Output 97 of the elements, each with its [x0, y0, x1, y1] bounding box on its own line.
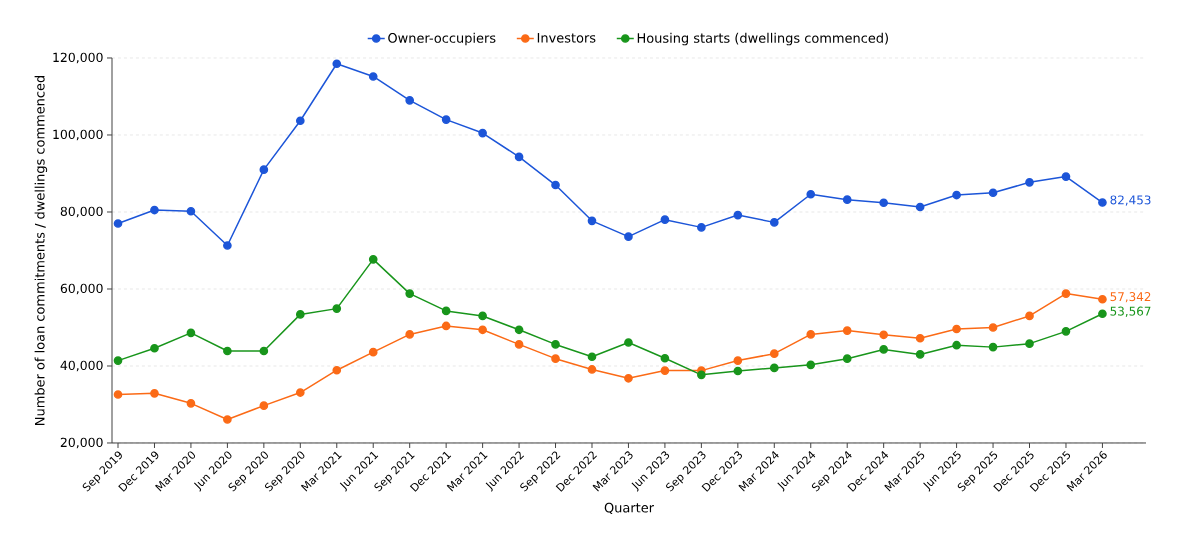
point — [332, 59, 342, 69]
point — [551, 180, 560, 190]
point — [806, 330, 816, 339]
point — [405, 330, 415, 339]
point — [697, 370, 706, 380]
y-tick-label: 80,000 — [60, 206, 103, 218]
point — [1025, 311, 1034, 321]
point — [514, 340, 524, 349]
point — [733, 210, 743, 220]
point — [1098, 294, 1107, 304]
y-tick-label: 100,000 — [53, 129, 103, 141]
point — [332, 365, 342, 375]
point — [551, 340, 560, 349]
point — [223, 241, 232, 250]
point — [405, 289, 415, 298]
y-tick-label: 60,000 — [60, 283, 103, 295]
point — [295, 116, 305, 126]
point — [879, 330, 889, 340]
data-label: 57,342 — [1110, 292, 1151, 303]
point — [660, 366, 670, 375]
point — [186, 398, 196, 408]
point — [842, 195, 852, 204]
point — [988, 342, 998, 352]
point — [624, 338, 633, 347]
point — [988, 188, 998, 198]
y-tick-label: 40,000 — [60, 360, 103, 372]
point — [1098, 198, 1107, 207]
point — [113, 390, 123, 399]
point — [150, 205, 159, 215]
point — [915, 350, 925, 359]
point — [223, 346, 232, 356]
point — [259, 346, 269, 356]
point — [769, 349, 779, 358]
y-tick-label: 20,000 — [60, 437, 103, 449]
point — [697, 223, 706, 232]
y-axis-title: Number of loan commitments / dwellings commenced — [34, 75, 48, 425]
point — [1025, 339, 1034, 348]
data-label: 82,453 — [1110, 195, 1151, 206]
point — [113, 356, 123, 365]
point — [660, 215, 670, 225]
point — [332, 304, 342, 313]
data-label: 53,567 — [1110, 306, 1151, 317]
point — [806, 360, 816, 370]
point — [150, 388, 159, 398]
point — [113, 219, 123, 228]
point — [733, 366, 743, 376]
point — [441, 306, 451, 316]
point — [587, 216, 597, 226]
legend-label: Investors — [537, 33, 596, 43]
point — [368, 347, 378, 357]
point — [660, 353, 670, 363]
legend-label: Owner-occupiers — [388, 32, 496, 46]
point — [150, 343, 159, 353]
point — [478, 311, 487, 321]
point — [988, 323, 998, 332]
point — [259, 401, 269, 410]
point — [952, 324, 961, 334]
point — [1098, 309, 1107, 319]
point — [295, 310, 305, 319]
point — [952, 340, 961, 350]
point — [842, 326, 852, 335]
point — [842, 354, 852, 364]
point — [806, 189, 816, 199]
point — [295, 388, 305, 397]
point — [733, 356, 743, 365]
point — [441, 321, 451, 331]
point — [551, 354, 560, 364]
point — [441, 115, 451, 124]
point — [1061, 327, 1071, 336]
point — [223, 415, 232, 424]
point — [1061, 172, 1071, 181]
point — [368, 72, 378, 81]
point — [624, 232, 633, 241]
legend-label: Housing starts (dwellings commenced) — [637, 32, 888, 46]
point — [368, 255, 378, 264]
point — [879, 198, 889, 208]
point — [587, 352, 597, 362]
point — [587, 365, 597, 374]
point — [1061, 289, 1071, 298]
point — [514, 325, 524, 335]
point — [769, 363, 779, 373]
point — [624, 373, 633, 383]
point — [514, 152, 524, 162]
point — [769, 218, 779, 227]
point — [259, 165, 269, 174]
point — [915, 333, 925, 343]
x-axis-title: Quarter — [604, 502, 655, 515]
point — [1025, 178, 1034, 187]
point — [879, 345, 889, 354]
point — [186, 328, 196, 338]
point — [478, 325, 487, 335]
y-tick-label: 120,000 — [53, 52, 103, 64]
point — [952, 190, 961, 200]
point — [405, 96, 415, 105]
point — [915, 202, 925, 212]
point — [186, 206, 196, 216]
point — [478, 128, 487, 138]
